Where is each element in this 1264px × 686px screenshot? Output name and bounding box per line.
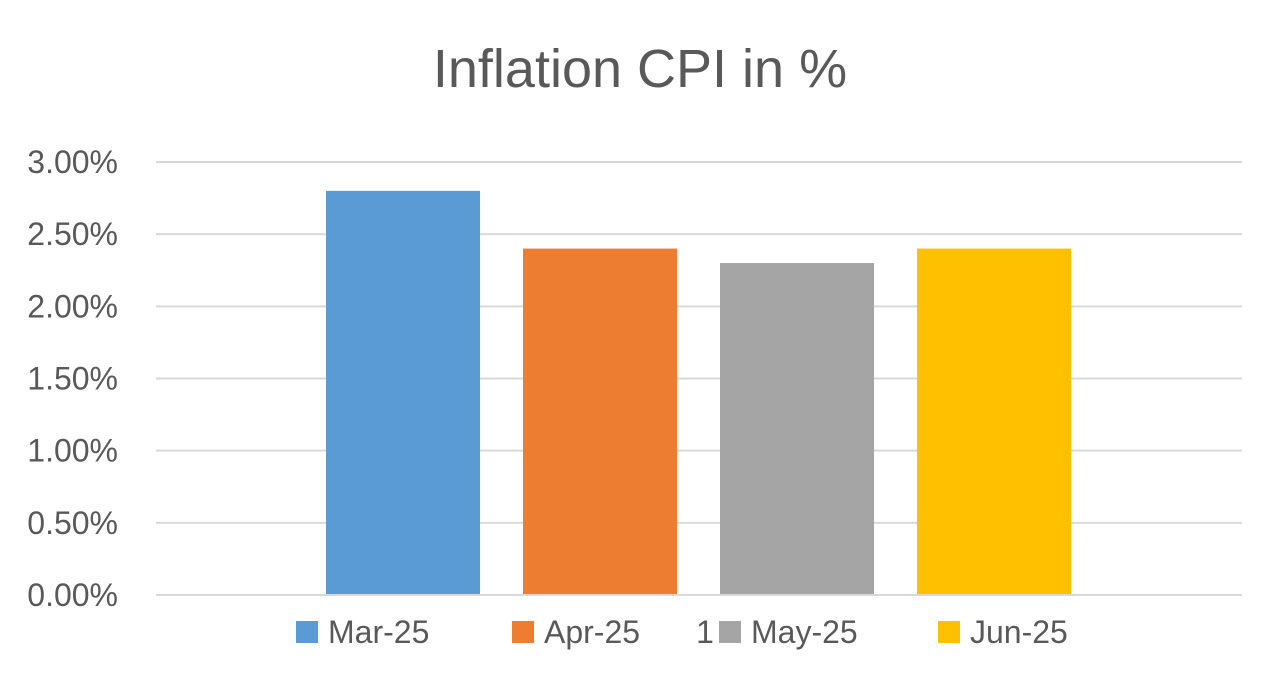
legend-swatch <box>512 621 534 643</box>
x-tick-label: 1 <box>696 614 714 650</box>
y-tick-label: 1.50% <box>27 361 118 397</box>
legend-label: Apr-25 <box>544 614 640 650</box>
y-tick-label: 2.50% <box>27 216 118 252</box>
bars: 1 <box>326 190 1071 650</box>
legend-item: Jun-25 <box>938 614 1068 650</box>
legend-label: May-25 <box>751 614 858 650</box>
legend-swatch <box>296 621 318 643</box>
legend-label: Mar-25 <box>328 614 429 650</box>
y-tick-label: 0.50% <box>27 505 118 541</box>
y-axis-ticks: 0.00% 0.50% 1.00% 1.50% 2.00% 2.50% 3.00% <box>27 144 118 613</box>
bar-may-25 <box>720 263 874 595</box>
bar-mar-25 <box>326 190 480 595</box>
legend-label: Jun-25 <box>970 614 1068 650</box>
legend-item: Apr-25 <box>512 614 640 650</box>
y-tick-label: 0.00% <box>27 577 118 613</box>
legend-swatch <box>719 621 741 643</box>
y-tick-label: 2.00% <box>27 288 118 324</box>
y-tick-label: 3.00% <box>27 144 118 180</box>
legend: Mar-25 Apr-25 May-25 Jun-25 <box>296 614 1068 650</box>
legend-item: May-25 <box>719 614 858 650</box>
gridlines <box>156 161 1242 524</box>
chart-title: Inflation CPI in % <box>433 39 847 99</box>
y-tick-label: 1.00% <box>27 433 118 469</box>
bar-apr-25 <box>523 248 677 595</box>
legend-item: Mar-25 <box>296 614 429 650</box>
bar-jun-25 <box>917 248 1071 595</box>
legend-swatch <box>938 621 960 643</box>
